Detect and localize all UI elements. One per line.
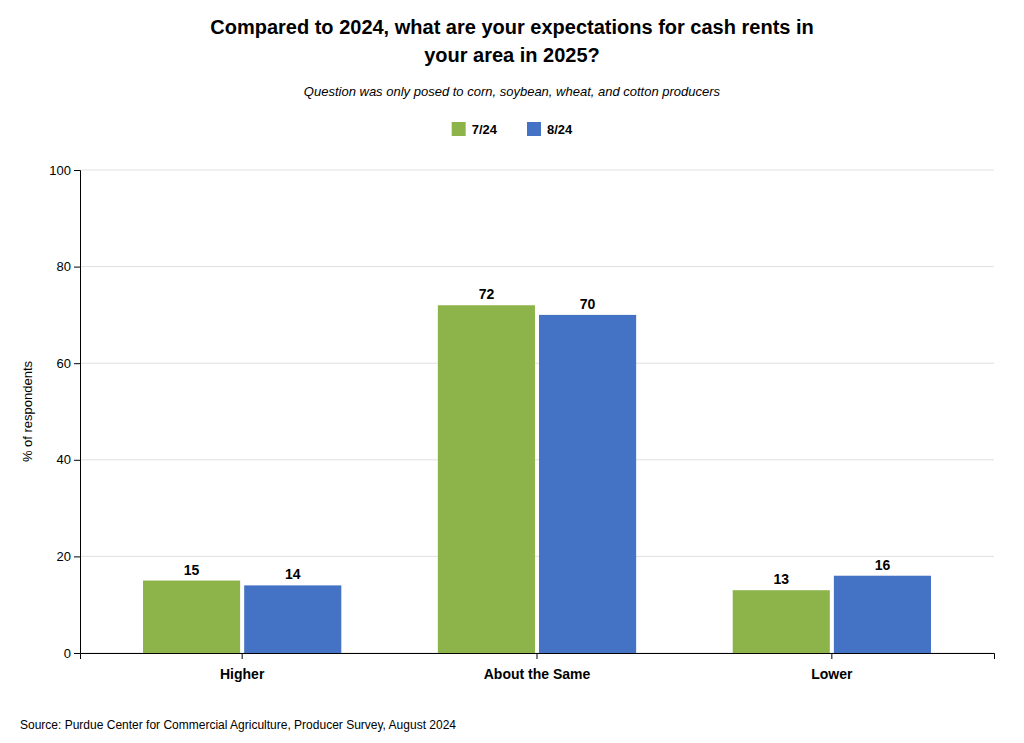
x-tick-label: Lower (811, 666, 853, 682)
bar (539, 315, 636, 653)
data-label: 14 (285, 566, 301, 582)
data-label: 16 (875, 557, 891, 573)
y-tick-label: 100 (49, 163, 71, 178)
grid-line (80, 170, 994, 171)
x-tick-label: About the Same (484, 666, 591, 682)
x-axis: Higher About the Same Lower (81, 653, 995, 682)
x-tick: Higher (220, 653, 265, 682)
source-note: Source: Purdue Center for Commercial Agr… (20, 718, 456, 732)
grid-line (80, 266, 994, 267)
y-tick-label: 60 (57, 356, 71, 371)
y-axis: 0 20 40 60 80 100 (49, 163, 80, 661)
y-tick-mark (74, 653, 80, 654)
legend-swatch (527, 122, 541, 136)
x-tick-label: Higher (220, 666, 265, 682)
legend-item: 7/24 (452, 122, 498, 137)
y-tick: 40 (57, 452, 80, 467)
y-tick-label: 80 (57, 259, 71, 274)
grid (80, 170, 994, 653)
y-axis-title: % of respondents (20, 360, 35, 462)
y-tick-mark (74, 267, 80, 268)
subtitle: Question was only posed to corn, soybean… (304, 84, 721, 99)
x-tick: Lower (811, 653, 853, 682)
grid-line (80, 363, 994, 364)
data-label: 72 (479, 286, 495, 302)
legend-item: 8/24 (527, 122, 573, 137)
y-tick: 20 (57, 549, 80, 564)
plot: 0 20 40 60 80 100 Higher About the Same Lower 15 7… (49, 163, 994, 682)
y-tick-mark (74, 363, 80, 364)
title: Compared to 2024, what are your expectat… (210, 16, 814, 38)
title: your area in 2025? (424, 44, 600, 66)
x-axis-line (81, 654, 995, 660)
grid-line (80, 556, 994, 557)
bar (244, 585, 341, 653)
y-tick-label: 20 (57, 549, 71, 564)
y-tick: 0 (64, 646, 80, 661)
grid-line (80, 459, 994, 460)
legend: 7/24 8/24 (452, 122, 573, 137)
y-tick: 80 (57, 259, 80, 274)
y-tick-mark (74, 556, 80, 557)
x-tick-mark (242, 653, 243, 659)
legend-swatch (452, 122, 466, 136)
x-tick-mark (537, 653, 538, 659)
data-labels: 15 72 13 14 70 16 (184, 286, 891, 587)
legend-label: 8/24 (547, 122, 573, 137)
bars (143, 305, 931, 653)
bar (143, 581, 240, 653)
chart: Compared to 2024, what are your expectat… (0, 0, 1024, 743)
y-axis-line (74, 171, 81, 654)
y-tick-mark (74, 170, 80, 171)
y-tick: 60 (57, 356, 80, 371)
data-label: 70 (580, 296, 596, 312)
data-label: 15 (184, 562, 200, 578)
x-tick-mark (831, 653, 832, 659)
y-tick-label: 0 (64, 646, 71, 661)
bar (733, 590, 830, 653)
legend-label: 7/24 (472, 122, 498, 137)
x-tick: About the Same (484, 653, 591, 682)
y-tick-mark (74, 460, 80, 461)
bar (834, 576, 931, 653)
bar (438, 305, 535, 653)
y-tick-label: 40 (57, 452, 71, 467)
y-tick: 100 (49, 163, 80, 178)
data-label: 13 (773, 571, 789, 587)
